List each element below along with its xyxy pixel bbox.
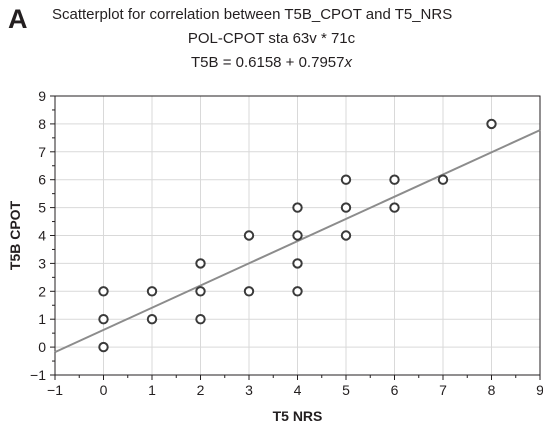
- data-point: [146, 286, 158, 297]
- data-point: [195, 258, 206, 269]
- x-tick-label: 8: [488, 382, 496, 398]
- data-point: [146, 314, 158, 325]
- data-point: [437, 174, 449, 185]
- y-axis-label: T5B CPOT: [7, 200, 23, 270]
- data-point: [389, 202, 400, 213]
- y-tick-label: 4: [38, 228, 46, 244]
- data-point: [243, 286, 255, 297]
- y-tick-label: −1: [30, 367, 46, 383]
- y-tick-label: 6: [38, 172, 46, 188]
- regression-line: [54, 129, 541, 354]
- x-tick-label: 6: [391, 382, 399, 398]
- panel-label: A: [8, 4, 28, 34]
- regression-equation: T5B = 0.6158 + 0.7957x: [0, 54, 543, 71]
- data-point: [98, 286, 109, 297]
- data-point: [195, 286, 206, 297]
- y-tick-label: 2: [38, 283, 46, 299]
- x-tick-label: 5: [342, 382, 350, 398]
- y-tick-label: 0: [38, 339, 46, 355]
- data-point: [292, 286, 303, 297]
- data-point: [292, 230, 303, 241]
- x-tick-label: 2: [197, 382, 205, 398]
- x-tick-label: 1: [148, 382, 156, 398]
- data-point: [486, 118, 497, 130]
- y-tick-label: 5: [38, 200, 46, 216]
- x-tick-label: −1: [47, 382, 63, 398]
- data-point: [340, 174, 352, 185]
- data-point: [98, 314, 109, 325]
- regression-equation-variable: x: [344, 54, 352, 71]
- data-point: [98, 341, 109, 353]
- y-tick-label: 1: [38, 311, 46, 327]
- x-tick-label: 7: [439, 382, 447, 398]
- x-tick-label: 3: [245, 382, 253, 398]
- data-point: [243, 230, 255, 241]
- data-point: [340, 202, 352, 213]
- regression-equation-prefix: T5B = 0.6158 + 0.7957: [191, 54, 345, 71]
- y-tick-label: 7: [38, 144, 46, 160]
- chart-title: Scatterplot for correlation between T5B_…: [52, 6, 453, 23]
- axis-ticks: −1 0 1 2 3 4 5 6 7 8 9 −1 0 1 2 3 4 5 6 7 8 9: [30, 88, 543, 398]
- x-tick-label: 4: [294, 382, 302, 398]
- chart-subtitle: POL-CPOT sta 63v * 71c: [187, 30, 356, 47]
- x-tick-label: 0: [100, 382, 108, 398]
- y-tick-label: 9: [38, 88, 46, 104]
- data-point: [340, 230, 352, 241]
- data-point: [195, 314, 206, 325]
- y-tick-label: 8: [38, 116, 46, 132]
- data-point: [292, 202, 303, 213]
- data-points: [98, 118, 497, 353]
- x-tick-label: 9: [536, 382, 543, 398]
- data-point: [389, 174, 400, 185]
- data-point: [292, 258, 303, 269]
- x-axis-label: T5 NRS: [273, 408, 323, 424]
- y-tick-label: 3: [38, 255, 46, 271]
